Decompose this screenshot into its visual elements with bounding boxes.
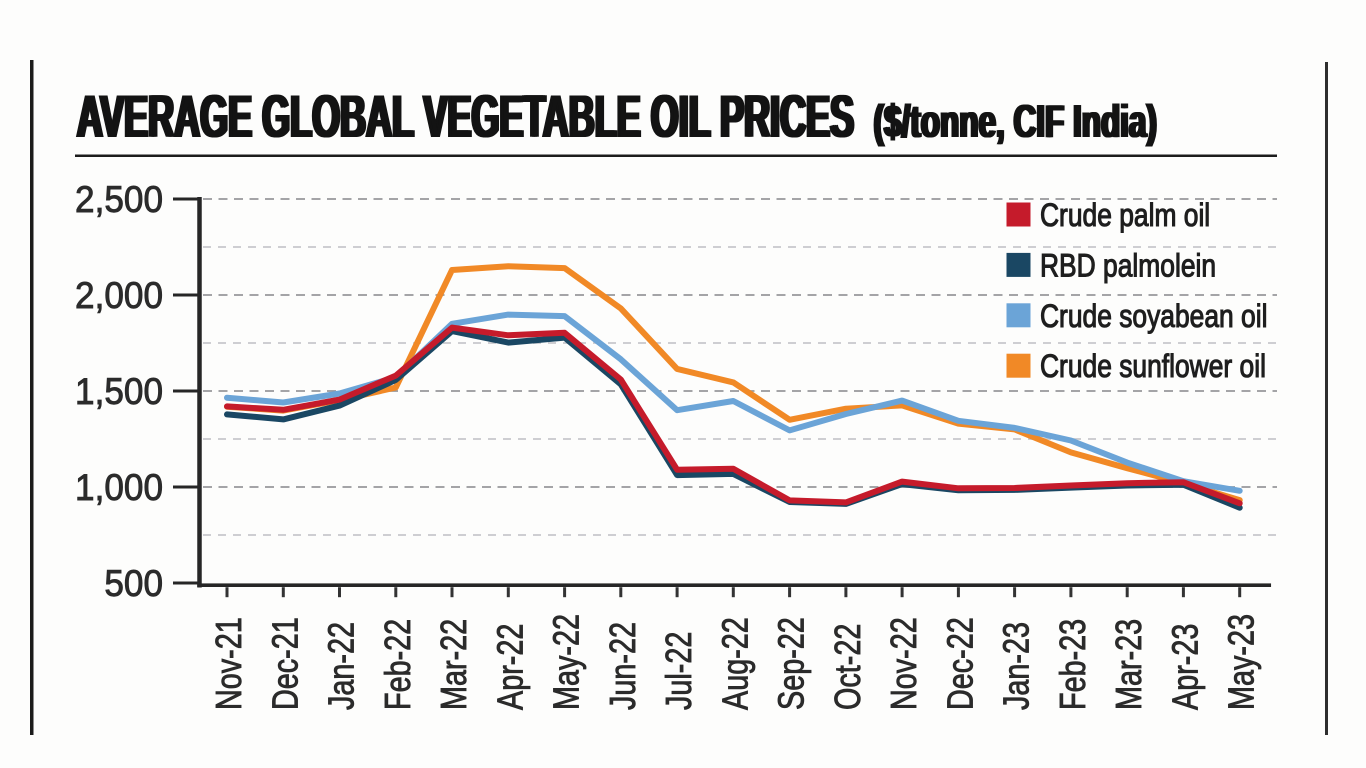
svg-text:Sep-22: Sep-22 bbox=[770, 617, 811, 710]
svg-text:Crude palm oil: Crude palm oil bbox=[1040, 198, 1210, 234]
svg-text:Crude sunflower oil: Crude sunflower oil bbox=[1040, 349, 1266, 385]
svg-text:RBD palmolein: RBD palmolein bbox=[1040, 248, 1216, 284]
svg-text:Dec-22: Dec-22 bbox=[939, 617, 980, 710]
svg-text:1,000: 1,000 bbox=[75, 466, 163, 508]
svg-text:2,500: 2,500 bbox=[75, 178, 163, 220]
svg-text:500: 500 bbox=[104, 562, 163, 604]
svg-text:Nov-21: Nov-21 bbox=[208, 617, 249, 710]
svg-text:May-23: May-23 bbox=[1221, 614, 1262, 710]
svg-text:Jan-22: Jan-22 bbox=[320, 622, 361, 710]
svg-text:Feb-22: Feb-22 bbox=[377, 619, 418, 710]
svg-text:Nov-22: Nov-22 bbox=[883, 617, 924, 710]
svg-text:Crude soyabean oil: Crude soyabean oil bbox=[1040, 298, 1267, 334]
svg-text:AVERAGE GLOBAL VEGETABLE OIL P: AVERAGE GLOBAL VEGETABLE OIL PRICES bbox=[79, 84, 856, 151]
svg-text:Jul-22: Jul-22 bbox=[658, 632, 699, 710]
svg-text:Feb-23: Feb-23 bbox=[1052, 619, 1093, 710]
svg-text:AVERAGE GLOBAL VEGETABLE OIL P: AVERAGE GLOBAL VEGETABLE OIL PRICES bbox=[75, 84, 852, 151]
svg-text:Dec-21: Dec-21 bbox=[264, 617, 305, 710]
svg-text:2,000: 2,000 bbox=[75, 274, 163, 316]
svg-text:($/tonne, CIF India): ($/tonne, CIF India) bbox=[874, 96, 1157, 147]
svg-text:Mar-23: Mar-23 bbox=[1108, 619, 1149, 710]
svg-text:Apr-23: Apr-23 bbox=[1164, 624, 1205, 710]
svg-text:Mar-22: Mar-22 bbox=[433, 619, 474, 710]
svg-text:May-22: May-22 bbox=[545, 614, 586, 710]
svg-text:($/tonne, CIF India): ($/tonne, CIF India) bbox=[875, 96, 1158, 147]
svg-text:AVERAGE GLOBAL VEGETABLE OIL P: AVERAGE GLOBAL VEGETABLE OIL PRICES bbox=[77, 84, 854, 151]
svg-text:Jan-23: Jan-23 bbox=[995, 622, 1036, 710]
svg-text:Apr-22: Apr-22 bbox=[489, 624, 530, 710]
svg-text:Aug-22: Aug-22 bbox=[714, 617, 755, 710]
svg-text:Oct-22: Oct-22 bbox=[827, 624, 868, 710]
svg-text:Jun-22: Jun-22 bbox=[602, 622, 643, 710]
svg-text:($/tonne, CIF India): ($/tonne, CIF India) bbox=[872, 96, 1155, 147]
svg-text:1,500: 1,500 bbox=[75, 370, 163, 412]
